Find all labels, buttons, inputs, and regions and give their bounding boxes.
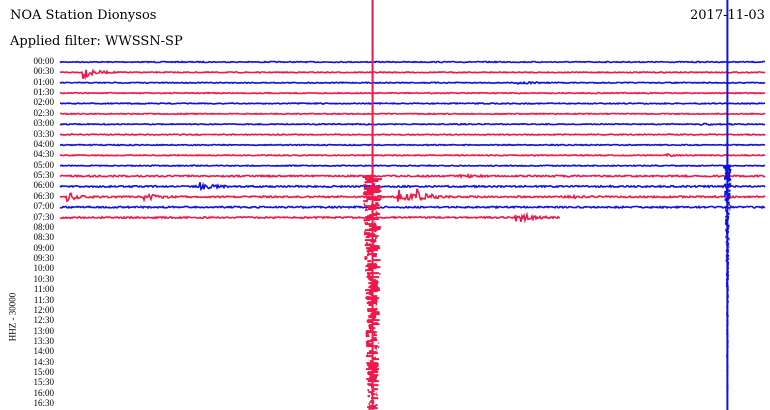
- trace-05:00: [59, 164, 766, 168]
- trace-00:00: [59, 60, 765, 64]
- row-label: 09:30: [33, 253, 54, 264]
- row-label: 08:00: [33, 221, 54, 232]
- trace-01:30: [59, 91, 766, 95]
- trace-07:30: [59, 211, 560, 224]
- row-label: 07:00: [33, 201, 54, 212]
- row-label: 13:00: [33, 325, 54, 336]
- row-label: 10:30: [33, 273, 54, 284]
- row-label: 06:00: [33, 180, 54, 191]
- row-label: 12:00: [33, 304, 54, 315]
- trace-05:30: [59, 172, 766, 179]
- trace-00:30: [59, 68, 765, 80]
- row-label: 11:00: [33, 284, 54, 295]
- trace-04:30: [59, 152, 766, 158]
- row-label: 03:30: [33, 128, 54, 139]
- trace-02:00: [60, 101, 766, 106]
- row-label: 14:30: [33, 356, 54, 367]
- row-label: 01:30: [33, 87, 54, 98]
- row-label: 00:00: [33, 56, 54, 66]
- row-label: 01:00: [33, 76, 54, 87]
- trace-06:30: [59, 188, 766, 203]
- row-label: 04:30: [33, 149, 54, 160]
- row-label: 14:00: [33, 346, 54, 357]
- row-label: 16:00: [33, 387, 54, 398]
- row-label: 05:30: [33, 170, 54, 181]
- row-label: 07:30: [33, 211, 54, 222]
- row-label: 02:30: [33, 107, 54, 118]
- filter-label: Applied filter: WWSSN-SP: [10, 34, 183, 49]
- row-label: 08:30: [33, 232, 54, 243]
- trace-02:30: [60, 112, 766, 116]
- trace-06:00: [59, 181, 766, 192]
- row-label: 00:30: [33, 66, 54, 77]
- trace-04:00: [59, 143, 766, 147]
- row-label: 10:00: [33, 263, 54, 274]
- station-title: NOA Station Dionysos: [10, 8, 157, 23]
- large-event-06:30: [362, 0, 383, 410]
- large-event-06:00: [723, 0, 732, 410]
- row-label: 02:00: [33, 97, 54, 108]
- row-label: 11:30: [33, 294, 54, 305]
- row-label: 03:00: [33, 118, 54, 129]
- row-label: 15:30: [33, 377, 54, 388]
- row-label: 15:00: [33, 367, 54, 378]
- row-label: 06:30: [33, 190, 54, 201]
- row-label: 04:00: [33, 138, 54, 149]
- trace-01:00: [59, 80, 766, 85]
- row-label: 09:00: [33, 242, 54, 253]
- row-label: 12:30: [33, 315, 54, 326]
- row-label: 16:30: [33, 398, 54, 409]
- trace-07:00: [59, 205, 766, 210]
- row-label: 13:30: [33, 335, 54, 346]
- trace-03:00: [59, 122, 766, 127]
- trace-03:30: [59, 133, 766, 137]
- row-label: 05:00: [33, 159, 54, 170]
